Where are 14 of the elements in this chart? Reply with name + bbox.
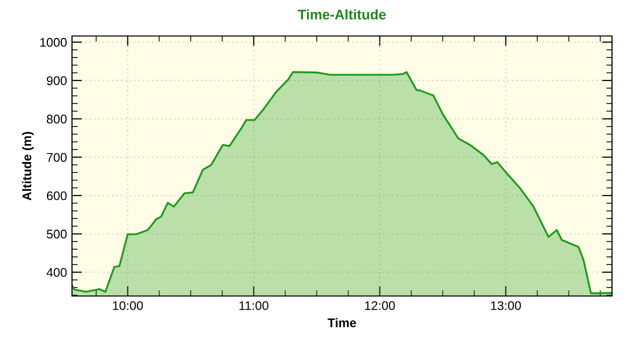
y-tick-label: 800 <box>46 114 67 124</box>
x-tick-label: 10:00 <box>113 301 143 310</box>
x-tick-label: 12:00 <box>365 301 395 310</box>
chart-title: Time-Altitude <box>298 9 386 20</box>
y-tick-label: 600 <box>46 191 67 200</box>
x-tick-label: 11:00 <box>240 301 268 310</box>
y-tick-label: 900 <box>46 76 67 86</box>
y-axis-title: Altitude (m) <box>22 132 34 200</box>
y-tick-label: 400 <box>46 268 67 277</box>
y-tick-label: 700 <box>46 152 67 162</box>
y-tick-label: 1000 <box>40 38 67 47</box>
x-axis-title: Time <box>328 318 356 328</box>
x-tick-label: 13:00 <box>491 301 521 310</box>
y-tick-label: 500 <box>46 230 67 239</box>
